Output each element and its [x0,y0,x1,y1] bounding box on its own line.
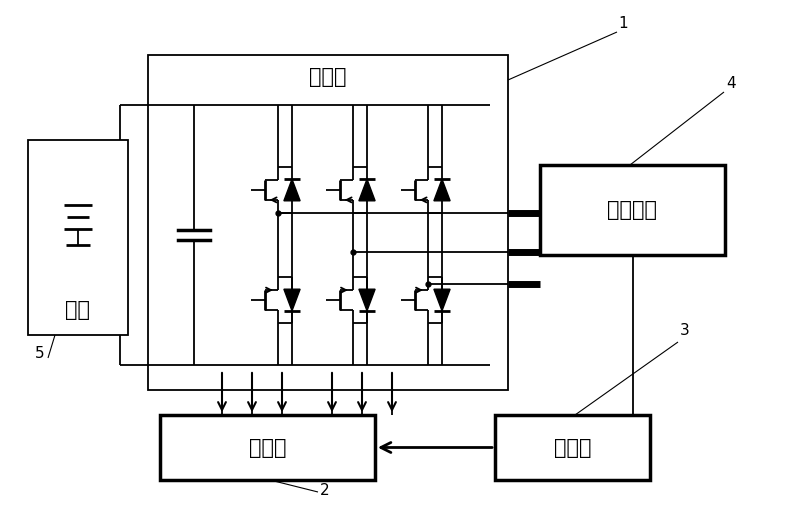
Text: 交流电机: 交流电机 [607,200,658,220]
Bar [160,415,375,480]
Text: 控制器: 控制器 [249,438,286,458]
Text: 逆变器: 逆变器 [310,67,346,87]
Bar [28,140,128,335]
Polygon shape [434,289,450,311]
Bar [148,55,508,390]
Text: 传感器: 传感器 [554,438,591,458]
Text: 3: 3 [680,323,690,338]
Polygon shape [359,179,375,201]
Text: 5: 5 [35,346,45,361]
Text: 4: 4 [726,76,736,91]
Text: 1: 1 [618,16,628,31]
Text: 电源: 电源 [66,300,90,320]
Text: 2: 2 [320,483,330,498]
Bar [540,165,725,255]
Bar [495,415,650,480]
Polygon shape [359,289,375,311]
Polygon shape [284,289,300,311]
Polygon shape [434,179,450,201]
Polygon shape [284,179,300,201]
